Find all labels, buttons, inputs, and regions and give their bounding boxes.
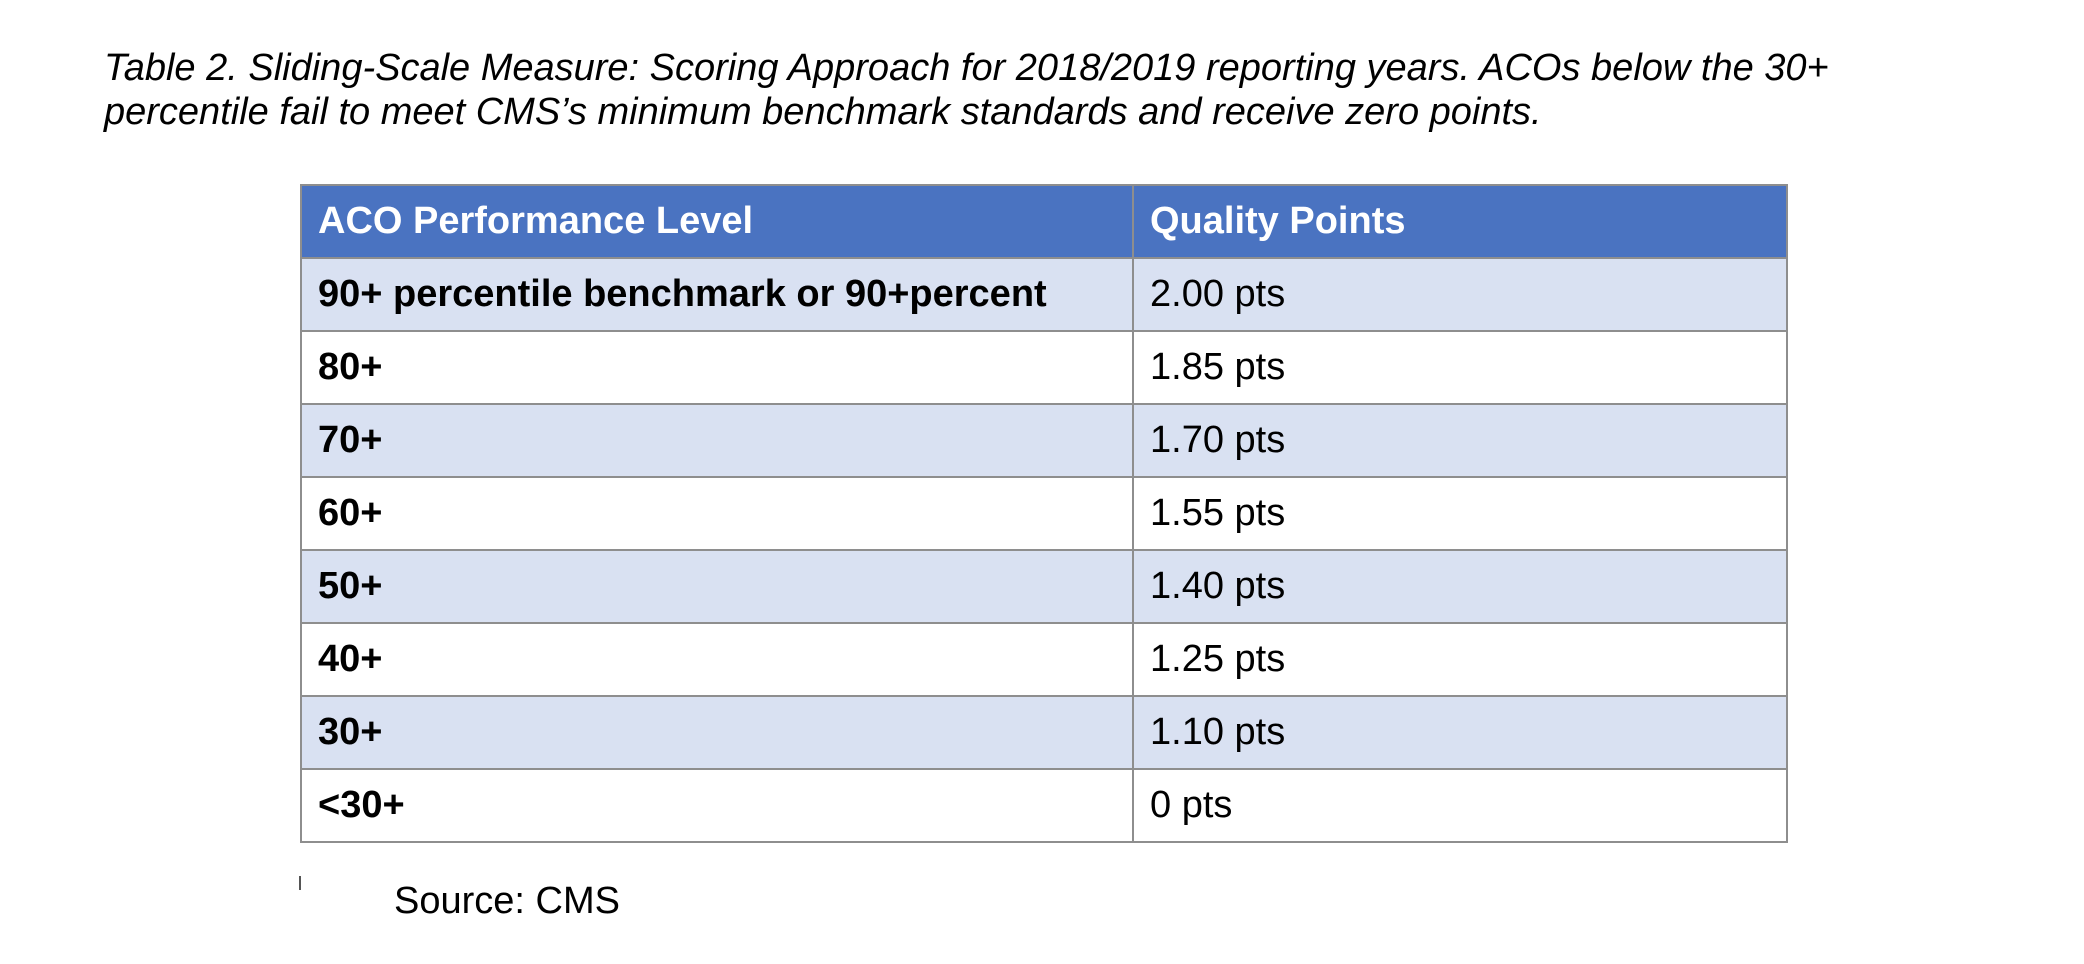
performance-level-cell: 30+ xyxy=(300,695,1134,770)
quality-points-cell: 1.85 pts xyxy=(1132,330,1788,405)
quality-points-cell: 1.70 pts xyxy=(1132,403,1788,478)
table-caption: Table 2. Sliding-Scale Measure: Scoring … xyxy=(104,47,1829,133)
table-row: 70+ 1.70 pts xyxy=(300,403,1788,478)
table-row: 90+ percentile benchmark or 90+percent 2… xyxy=(300,257,1788,332)
table-row: 60+ 1.55 pts xyxy=(300,476,1788,551)
header-performance-level: ACO Performance Level xyxy=(300,184,1134,259)
performance-level-cell: 90+ percentile benchmark or 90+percent xyxy=(300,257,1134,332)
scoring-table: ACO Performance Level Quality Points 90+… xyxy=(300,184,1788,843)
quality-points-cell: 1.40 pts xyxy=(1132,549,1788,624)
scoring-table-container: ACO Performance Level Quality Points 90+… xyxy=(300,184,1788,843)
quality-points-cell: 0 pts xyxy=(1132,768,1788,843)
quality-points-cell: 2.00 pts xyxy=(1132,257,1788,332)
table-edge-mark xyxy=(299,876,301,890)
performance-level-cell: 40+ xyxy=(300,622,1134,697)
table-header-row: ACO Performance Level Quality Points xyxy=(300,184,1788,259)
table-row: 40+ 1.25 pts xyxy=(300,622,1788,697)
quality-points-cell: 1.55 pts xyxy=(1132,476,1788,551)
table-row: 80+ 1.85 pts xyxy=(300,330,1788,405)
table-row: <30+ 0 pts xyxy=(300,768,1788,843)
header-quality-points: Quality Points xyxy=(1132,184,1788,259)
performance-level-cell: 70+ xyxy=(300,403,1134,478)
table-row: 50+ 1.40 pts xyxy=(300,549,1788,624)
quality-points-cell: 1.10 pts xyxy=(1132,695,1788,770)
table-row: 30+ 1.10 pts xyxy=(300,695,1788,770)
performance-level-cell: 50+ xyxy=(300,549,1134,624)
source-note: Source: CMS xyxy=(394,880,620,922)
performance-level-cell: <30+ xyxy=(300,768,1134,843)
quality-points-cell: 1.25 pts xyxy=(1132,622,1788,697)
performance-level-cell: 80+ xyxy=(300,330,1134,405)
performance-level-cell: 60+ xyxy=(300,476,1134,551)
